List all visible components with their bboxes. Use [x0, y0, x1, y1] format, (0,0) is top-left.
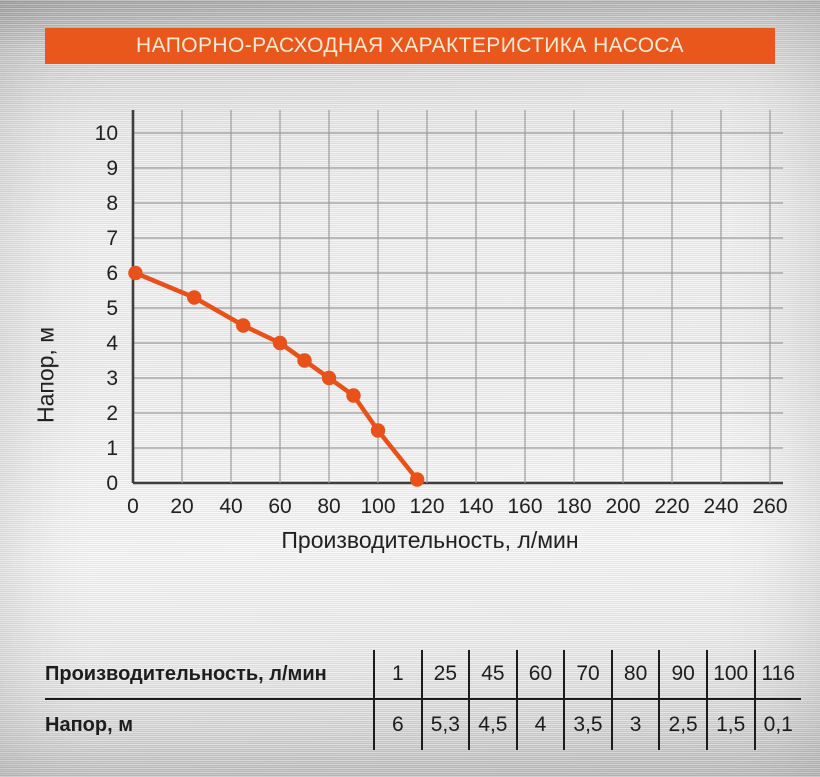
data-point-marker — [410, 472, 425, 487]
table-cell: 60 — [515, 650, 564, 700]
y-tick-label: 8 — [106, 192, 118, 215]
x-tick-label: 60 — [268, 495, 291, 518]
y-tick-label: 5 — [106, 297, 118, 320]
table-cell: 1,5 — [705, 700, 754, 750]
page-title: НАПОРНО-РАСХОДНАЯ ХАРАКТЕРИСТИКА НАСОСА — [136, 34, 684, 57]
table-cell: 90 — [658, 650, 706, 700]
y-tick-label: 0 — [106, 472, 118, 495]
table-cell: 45 — [468, 650, 516, 700]
table-row-head: Напор, м 6 5,3 4,5 4 3,5 3 2,5 1,5 0,1 — [45, 700, 801, 750]
table-cell: 3,5 — [563, 700, 611, 750]
data-point-marker — [128, 265, 143, 281]
data-point-marker — [187, 290, 202, 305]
data-point-marker — [370, 423, 386, 438]
table-cell: 4,5 — [468, 700, 516, 750]
x-tick-label: 140 — [458, 495, 493, 518]
x-tick-label: 40 — [219, 495, 242, 518]
table-cell: 70 — [563, 650, 611, 700]
y-tick-label: 7 — [106, 227, 118, 250]
header-banner: НАПОРНО-РАСХОДНАЯ ХАРАКТЕРИСТИКА НАСОСА — [45, 28, 775, 64]
table-cell: 6 — [373, 700, 421, 750]
table-cell: 1 — [373, 650, 421, 700]
y-tick-label: 3 — [106, 367, 118, 390]
y-tick-label: 6 — [106, 262, 118, 285]
y-axis-title: Напор, м — [32, 326, 59, 424]
x-tick-label: 200 — [605, 495, 640, 518]
x-tick-label: 120 — [409, 495, 444, 518]
x-axis-title: Производительность, л/мин — [281, 527, 579, 553]
pump-curve-chart: 0 1 2 3 4 5 6 7 8 9 10 0 20 40 60 80 100 120 140 160 180 200 2… — [60, 105, 800, 525]
x-tick-label: 100 — [360, 495, 395, 518]
x-tick-label: 180 — [556, 495, 591, 518]
x-tick-label: 220 — [654, 495, 689, 518]
data-point-marker — [236, 318, 251, 333]
table-cell: 5,3 — [420, 700, 469, 750]
table-row-flow: Производительность, л/мин 1 25 45 60 70 … — [45, 650, 802, 700]
table-cell: 3 — [610, 700, 659, 750]
table-cell: 80 — [610, 650, 659, 700]
y-tick-label: 4 — [106, 332, 118, 355]
x-tick-label: 260 — [752, 495, 787, 518]
y-tick-label: 1 — [106, 437, 118, 460]
data-point-marker — [346, 388, 361, 403]
y-tick-label: 10 — [95, 122, 118, 145]
row-label-head: Напор, м — [45, 713, 133, 736]
x-tick-label: 80 — [317, 495, 340, 518]
table-cell: 4 — [515, 700, 564, 750]
x-tick-label: 160 — [507, 495, 542, 518]
y-tick-label: 9 — [106, 157, 118, 180]
row-label-flow: Производительность, л/мин — [45, 650, 373, 700]
data-table: Производительность, л/мин 1 25 45 60 70 … — [45, 650, 802, 750]
x-tick-label: 20 — [170, 495, 193, 518]
y-tick-label: 2 — [106, 402, 118, 425]
table-cell: 100 — [705, 650, 754, 700]
table-cell: 116 — [753, 650, 802, 700]
table-cell: 0,1 — [753, 700, 802, 750]
data-point-marker — [272, 335, 288, 351]
table-cell: 2,5 — [658, 700, 706, 750]
table-cell: 25 — [420, 650, 469, 700]
data-point-marker — [297, 353, 312, 368]
x-tick-label: 0 — [127, 495, 139, 518]
x-tick-label: 240 — [703, 495, 738, 518]
data-point-marker — [321, 370, 337, 386]
